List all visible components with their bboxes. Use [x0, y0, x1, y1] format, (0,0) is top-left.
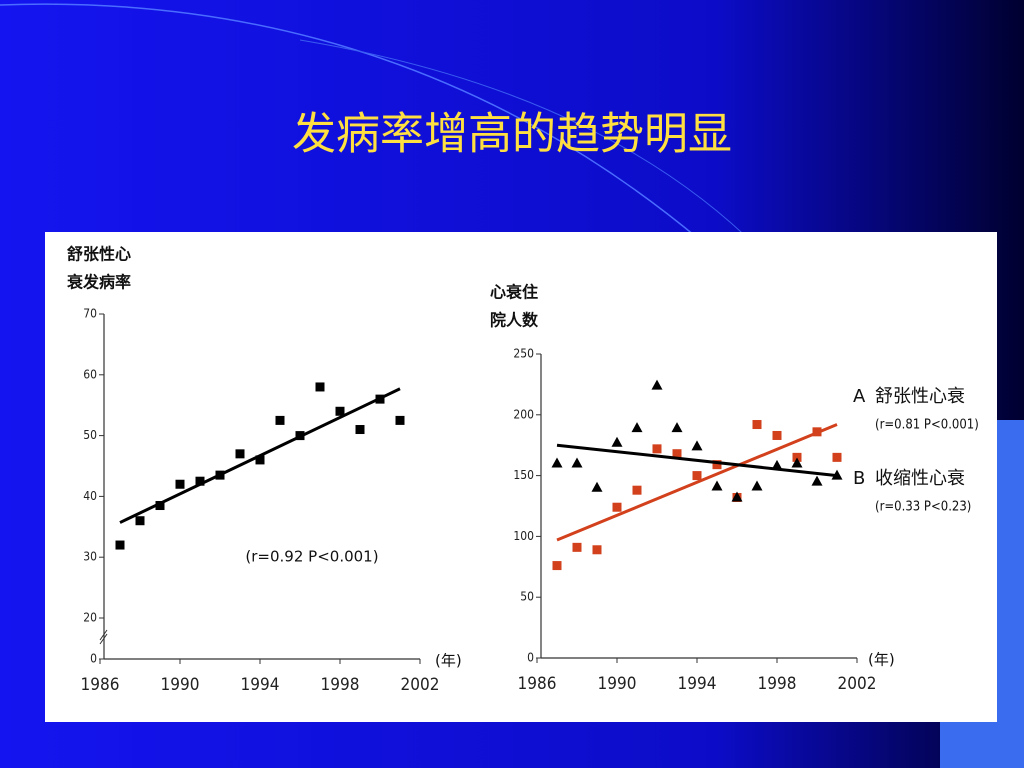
point	[812, 427, 822, 437]
y-tick-label: 60	[83, 367, 97, 381]
point	[195, 476, 205, 486]
decor-arc	[0, 3, 701, 241]
y-tick-label: 150	[513, 468, 534, 482]
point	[631, 422, 643, 433]
point	[355, 425, 365, 435]
point	[792, 452, 802, 462]
legend-name: 舒张性心衰	[875, 386, 965, 407]
point	[672, 449, 682, 459]
trend-line	[556, 423, 838, 542]
legend-letter: B	[853, 468, 865, 489]
y-axis-label: 衰发病率	[66, 273, 131, 292]
point	[652, 444, 662, 454]
point	[671, 422, 683, 433]
decor-arc	[299, 39, 761, 251]
point	[375, 394, 385, 404]
point	[315, 382, 325, 392]
point	[711, 480, 723, 491]
point	[632, 485, 642, 495]
y-tick-label: 40	[83, 489, 97, 503]
point	[255, 455, 265, 465]
y-tick-label: 70	[83, 307, 97, 321]
point	[552, 561, 562, 571]
point	[592, 545, 602, 555]
legend-letter: A	[853, 386, 866, 407]
point	[811, 475, 823, 486]
point	[335, 406, 345, 416]
point	[751, 480, 763, 491]
point	[275, 415, 285, 425]
y-tick-label: 250	[513, 347, 534, 361]
y-tick-label: 20	[83, 611, 97, 625]
y-axis-label: 舒张性心	[67, 245, 131, 264]
y-tick-label: 200	[513, 407, 534, 421]
y-tick-label: 100	[513, 529, 534, 543]
trend-line	[556, 443, 838, 478]
point	[772, 430, 782, 440]
point	[731, 491, 743, 502]
point	[135, 516, 145, 526]
x-tick-label: 1990	[598, 674, 637, 694]
point	[571, 457, 583, 468]
annotation: (r=0.92 P<0.001)	[245, 548, 378, 566]
x-tick-label: 1986	[518, 674, 557, 694]
x-tick-label: 1990	[161, 675, 200, 695]
point	[551, 457, 563, 468]
point	[235, 449, 245, 459]
slide-title: 发病率增高的趋势明显	[292, 109, 732, 160]
y-tick-label: 50	[83, 428, 97, 442]
y-axis-label: 心衰住	[490, 283, 538, 302]
point	[691, 440, 703, 451]
point	[155, 501, 165, 511]
legend-stat: (r=0.33 P<0.23)	[875, 500, 971, 515]
x-tick-label: 1994	[241, 675, 280, 695]
x-tick-label: 2002	[401, 675, 440, 695]
point	[771, 459, 783, 470]
y-tick-label: 0	[90, 652, 97, 666]
point	[395, 415, 405, 425]
point	[651, 379, 663, 390]
point	[115, 540, 125, 550]
point	[831, 469, 843, 480]
y-tick-label: 30	[83, 550, 97, 564]
point	[832, 452, 842, 462]
point	[611, 436, 623, 447]
point	[791, 457, 803, 468]
axis-break	[99, 633, 108, 645]
x-tick-label: 1998	[321, 675, 360, 695]
point	[295, 431, 305, 441]
point	[215, 470, 225, 480]
x-unit-label: (年)	[868, 651, 895, 669]
legend-name: 收缩性心衰	[875, 468, 965, 489]
y-tick-label: 50	[520, 590, 534, 604]
y-tick-label: 0	[527, 651, 534, 665]
point	[175, 479, 185, 489]
x-tick-label: 2002	[838, 674, 877, 694]
point	[591, 481, 603, 492]
x-tick-label: 1998	[758, 674, 797, 694]
legend-stat: (r=0.81 P<0.001)	[875, 418, 979, 433]
point	[712, 460, 722, 470]
point	[612, 502, 622, 512]
x-tick-label: 1986	[81, 675, 120, 695]
x-unit-label: (年)	[435, 652, 462, 670]
x-tick-label: 1994	[678, 674, 717, 694]
axis-break	[99, 629, 108, 641]
y-axis-label: 院人数	[490, 311, 539, 330]
point	[572, 542, 582, 552]
point	[752, 420, 762, 430]
point	[692, 471, 702, 481]
